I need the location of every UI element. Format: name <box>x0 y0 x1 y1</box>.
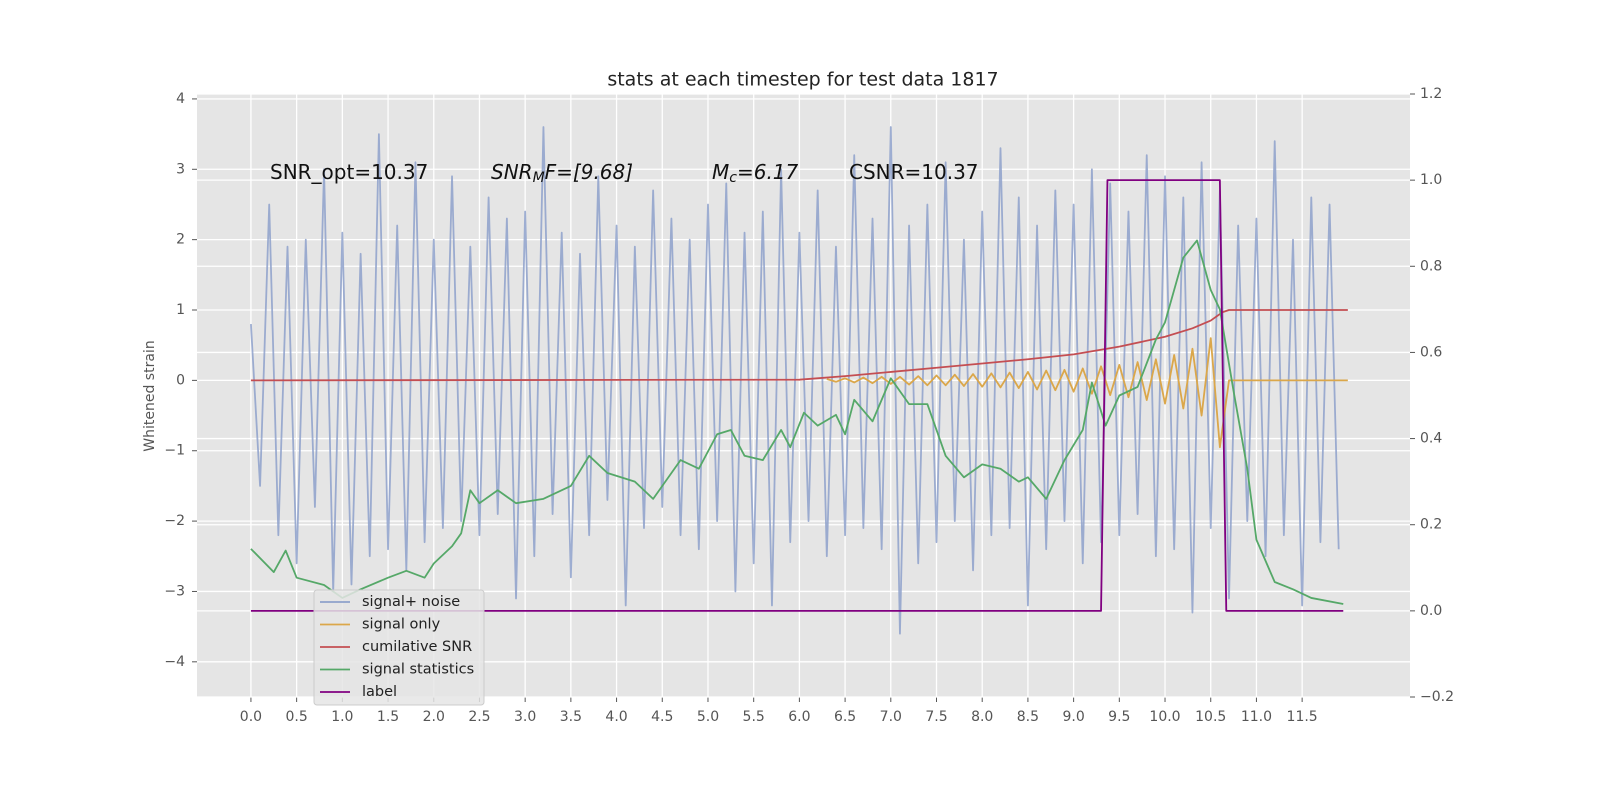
legend-label: signal only <box>362 617 441 633</box>
x-tick-label: 9.0 <box>1062 709 1084 725</box>
plot-lines <box>250 126 1348 635</box>
x-tick-label: 5.0 <box>697 709 719 725</box>
y-axis-label: Whitened strain <box>142 340 158 451</box>
annotations: SNR_opt=10.37 SNRMF=[9.68] Mc=6.17 CSNR=10.… <box>270 160 979 187</box>
y-tick-label: 2 <box>176 232 185 248</box>
y-tick-label: 3 <box>176 161 185 177</box>
annotation: CSNR=10.37 <box>849 160 979 184</box>
x-tick-label: 11.0 <box>1241 709 1272 725</box>
y2-tick-label: 1.2 <box>1420 86 1442 102</box>
annotation: SNRMF=[9.68] <box>491 160 633 187</box>
y2-tick-label: 1.0 <box>1420 172 1442 188</box>
x-tick-label: 0.5 <box>286 709 308 725</box>
legend-label: signal statistics <box>362 662 474 678</box>
x-tick-label: 8.5 <box>1017 709 1039 725</box>
annotation-part: M <box>712 160 729 184</box>
annotation-part: CSNR=10.37 <box>849 160 979 184</box>
x-tick-label: 5.5 <box>743 709 765 725</box>
annotation-part: =6.17 <box>737 160 799 184</box>
legend: signal+ noise signal only cumilative SNR si… <box>313 589 485 706</box>
y-tick-label: 0 <box>176 372 185 388</box>
annotation: Mc=6.17 <box>712 160 799 187</box>
legend-label: signal+ noise <box>362 594 460 610</box>
y2-tick-label: −0.2 <box>1420 689 1454 705</box>
x-tick-label: 3.0 <box>514 709 536 725</box>
y-tick-label: −4 <box>164 654 185 670</box>
series-line <box>250 179 1344 612</box>
series-line <box>250 239 1344 605</box>
y-tick-label: −2 <box>164 513 185 529</box>
y2-tick-label: 0.2 <box>1420 517 1442 533</box>
annotation-part: F=[9.68] <box>545 160 633 184</box>
x-tick-label: 10.0 <box>1149 709 1180 725</box>
x-tick-label: 1.5 <box>377 709 399 725</box>
annotation-part: SNR <box>491 160 533 184</box>
legend-box <box>313 589 485 706</box>
annotation-part: M <box>533 170 545 186</box>
y2-tick-label: 0.4 <box>1420 431 1442 447</box>
x-tick-label: 2.0 <box>423 709 445 725</box>
legend-label: label <box>362 684 397 700</box>
annotation-part: SNR_opt=10.37 <box>270 160 428 184</box>
series-line <box>250 309 1348 382</box>
x-tick-label: 10.5 <box>1195 709 1226 725</box>
y2-tick-label: 0.6 <box>1420 344 1442 360</box>
x-tick-label: 11.5 <box>1287 709 1318 725</box>
y-tick-label: −3 <box>164 583 185 599</box>
x-tick-label: 3.5 <box>560 709 582 725</box>
annotation: SNR_opt=10.37 <box>270 160 428 184</box>
chart-title: stats at each timestep for test data 181… <box>607 69 998 91</box>
x-tick-label: 2.5 <box>468 709 490 725</box>
series-line <box>826 337 1348 449</box>
x-tick-label: 7.5 <box>925 709 947 725</box>
legend-label: cumilative SNR <box>362 639 472 655</box>
x-tick-label: 0.0 <box>240 709 262 725</box>
x-tick-label: 8.0 <box>971 709 993 725</box>
x-tick-label: 4.0 <box>605 709 627 725</box>
x-tick-label: 4.5 <box>651 709 673 725</box>
x-tick-label: 1.0 <box>331 709 353 725</box>
x-tick-label: 6.0 <box>788 709 810 725</box>
annotation-part: c <box>729 170 737 186</box>
series-line <box>250 126 1340 635</box>
y2-tick-label: 0.8 <box>1420 258 1442 274</box>
y-tick-label: 4 <box>176 91 185 107</box>
y-tick-label: 1 <box>176 302 185 318</box>
x-tick-label: 6.5 <box>834 709 856 725</box>
x-tick-label: 7.0 <box>880 709 902 725</box>
x-tick-label: 9.5 <box>1108 709 1130 725</box>
y2-tick-label: 0.0 <box>1420 603 1442 619</box>
y-tick-label: −1 <box>164 443 185 459</box>
